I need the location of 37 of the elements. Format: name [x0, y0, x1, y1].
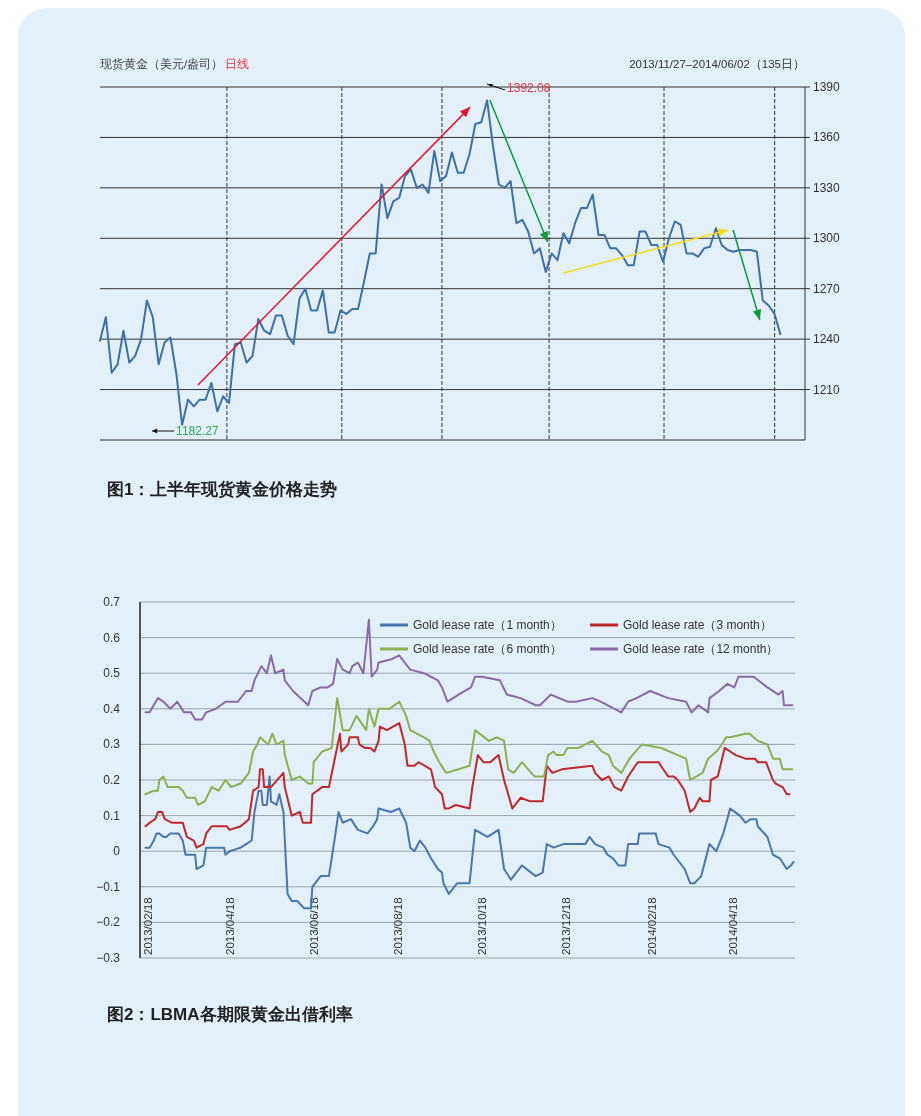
y-axis-title: 现货黄金（美元/盎司）: [100, 57, 224, 71]
y-tick-label: 0.7: [103, 595, 121, 609]
x-tick-label: 2013/04/18: [223, 897, 236, 955]
y-tick-label: 1210: [813, 382, 841, 397]
y-tick-label: −0.1: [96, 879, 121, 894]
y-tick-label: 0: [113, 844, 121, 859]
legend-label: Gold lease rate（3 month）: [623, 618, 772, 632]
x-tick-label: 2014/02/18: [645, 897, 658, 955]
y-tick-label: −0.3: [96, 951, 121, 965]
x-tick-label: 2013/06/18: [307, 897, 320, 955]
y-tick-label: 1390: [813, 80, 841, 94]
annotation: 1392.08: [507, 81, 551, 95]
x-tick-label: 2013/10/18: [475, 897, 488, 955]
y-tick-label: 1300: [813, 231, 841, 246]
y-tick-label: 1270: [813, 281, 841, 296]
x-tick-label: 2013/02/18: [142, 897, 155, 955]
text: 图1：上半年现货黄金价格走势: [107, 480, 338, 499]
text: 图2：LBMA各期限黄金出借利率: [107, 1005, 353, 1024]
chart-subtitle: 日线: [225, 58, 250, 70]
legend-label: Gold lease rate（12 month）: [623, 642, 779, 656]
legend-label: Gold lease rate（6 month）: [413, 642, 562, 656]
y-tick-label: 1360: [813, 130, 841, 145]
y-tick-label: 0.2: [103, 773, 121, 787]
y-tick-label: 0.5: [103, 666, 121, 681]
x-tick-label: 2013/12/18: [560, 897, 573, 955]
x-tick-label: 2013/08/18: [391, 897, 404, 955]
y-tick-label: 1240: [813, 332, 841, 347]
y-tick-label: −0.2: [96, 915, 121, 930]
legend-label: Gold lease rate（1 month）: [413, 618, 562, 632]
y-tick-label: 1330: [813, 180, 841, 195]
y-tick-label: 0.4: [103, 701, 121, 716]
y-tick-label: 0.1: [103, 808, 121, 823]
x-tick-label: 2014/04/18: [726, 897, 739, 955]
annotation: 1182.27: [176, 424, 219, 438]
y-tick-label: 0.3: [103, 737, 121, 752]
text: 2013/11/27–2014/06/02（135日）: [629, 58, 805, 71]
y-tick-label: 0.6: [103, 630, 121, 645]
